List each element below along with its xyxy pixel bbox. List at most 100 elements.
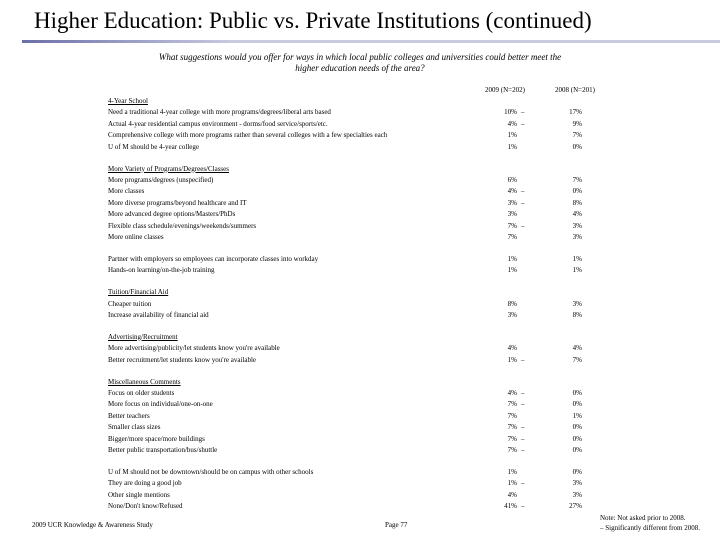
sig-marker: – bbox=[521, 434, 525, 443]
value-2008: 0% bbox=[572, 187, 582, 196]
value-2009: 7% bbox=[507, 221, 517, 230]
value-2009: 10% bbox=[504, 108, 517, 117]
value-2009: 4% bbox=[507, 119, 517, 128]
value-2008: 4% bbox=[572, 210, 582, 219]
row-label: More classes bbox=[108, 187, 145, 196]
value-2008: 27% bbox=[569, 502, 582, 510]
value-2009: 1% bbox=[507, 355, 517, 364]
value-2008: 9% bbox=[572, 119, 582, 128]
row-label: Better teachers bbox=[108, 411, 150, 420]
row-label: Flexible class schedule/evenings/weekend… bbox=[108, 221, 257, 230]
value-2009: 7% bbox=[507, 232, 517, 241]
value-2009: 7% bbox=[507, 423, 517, 432]
question: What suggestions would you offer for way… bbox=[158, 52, 562, 73]
sig-marker: – bbox=[521, 445, 525, 454]
value-2008: 3% bbox=[572, 479, 582, 488]
value-2008: 8% bbox=[572, 198, 582, 207]
value-2008: 0% bbox=[572, 388, 582, 397]
row-label: More programs/degrees (unspecified) bbox=[108, 175, 214, 184]
value-2009: 7% bbox=[507, 434, 517, 443]
row-label: Better recruitment/let students know you… bbox=[108, 355, 257, 364]
value-2009: 1% bbox=[507, 479, 517, 488]
value-2009: 3% bbox=[507, 210, 517, 219]
value-2009: 4% bbox=[507, 388, 517, 397]
row-label: More online classes bbox=[108, 232, 164, 241]
value-2008: 0% bbox=[572, 467, 582, 476]
row-label: More advanced degree options/Masters/PhD… bbox=[108, 210, 236, 219]
value-2008: 7% bbox=[572, 131, 582, 140]
sig-marker: – bbox=[521, 479, 525, 488]
sig-legend: – Significantly different from 2008. bbox=[600, 524, 700, 532]
row-label: More advertising/publicity/let students … bbox=[108, 344, 280, 353]
value-2008: 7% bbox=[572, 355, 582, 364]
title-rule bbox=[22, 40, 720, 43]
sig-marker: – bbox=[521, 388, 525, 397]
sig-marker: – bbox=[521, 423, 525, 432]
note: Note: Not asked prior to 2008. bbox=[600, 514, 686, 522]
value-2009: 4% bbox=[507, 344, 517, 353]
row-label: U of M should not be downtown/should be … bbox=[108, 467, 314, 476]
value-2008: 8% bbox=[572, 310, 582, 319]
value-2008: 4% bbox=[572, 344, 582, 353]
value-2009: 4% bbox=[507, 187, 517, 196]
value-2009: 3% bbox=[507, 198, 517, 207]
column-header: 2009 (N=202) bbox=[485, 86, 525, 94]
value-2008: 0% bbox=[572, 445, 582, 454]
row-label: Need a traditional 4-year college with m… bbox=[108, 108, 331, 117]
row-label: Focus on older students bbox=[108, 388, 175, 397]
page-number: Page 77 bbox=[385, 521, 408, 529]
sig-marker: – bbox=[521, 400, 525, 409]
sig-marker: – bbox=[521, 355, 525, 364]
value-2009: 41% bbox=[504, 502, 517, 510]
value-2009: 7% bbox=[507, 411, 517, 420]
value-2008: 3% bbox=[572, 299, 582, 308]
section-heading: Miscellaneous Comments bbox=[108, 377, 181, 386]
value-2008: 3% bbox=[572, 232, 582, 241]
row-label: Better public transportation/bus/shuttle bbox=[108, 445, 218, 454]
value-2009: 7% bbox=[507, 445, 517, 454]
row-label: They are doing a good job bbox=[108, 479, 182, 488]
value-2008: 1% bbox=[572, 254, 582, 263]
value-2008: 0% bbox=[572, 142, 582, 151]
sig-marker: – bbox=[521, 187, 525, 196]
value-2009: 8% bbox=[507, 299, 517, 308]
value-2008: 7% bbox=[572, 175, 582, 184]
row-label: Smaller class sizes bbox=[108, 423, 161, 432]
row-label: Hands-on learning/on-the-job training bbox=[108, 266, 215, 275]
section-heading: Advertising/Recruitment bbox=[108, 332, 178, 341]
value-2009: 6% bbox=[507, 175, 517, 184]
value-2008: 3% bbox=[572, 221, 582, 230]
title: Higher Education: Public vs. Private Ins… bbox=[34, 8, 592, 33]
study-name: 2009 UCR Knowledge & Awareness Study bbox=[32, 521, 153, 529]
sig-marker: – bbox=[521, 108, 525, 117]
row-label: Partner with employers so employees can … bbox=[108, 254, 319, 263]
sig-marker: – bbox=[521, 198, 525, 207]
sig-marker: – bbox=[521, 502, 525, 510]
value-2009: 1% bbox=[507, 467, 517, 476]
value-2008: 1% bbox=[572, 411, 582, 420]
value-2009: 1% bbox=[507, 254, 517, 263]
sig-marker: – bbox=[521, 119, 525, 128]
row-label: Cheaper tuition bbox=[108, 299, 152, 308]
row-label: Bigger/more space/more buildings bbox=[108, 434, 205, 443]
value-2009: 7% bbox=[507, 400, 517, 409]
row-label: More diverse programs/beyond healthcare … bbox=[108, 198, 247, 207]
row-label: None/Don't know/Refused bbox=[108, 502, 183, 510]
value-2008: 17% bbox=[569, 108, 582, 117]
row-label: Increase availability of financial aid bbox=[108, 310, 209, 319]
section-heading: More Variety of Programs/Degrees/Classes bbox=[108, 164, 229, 173]
value-2008: 0% bbox=[572, 400, 582, 409]
value-2009: 1% bbox=[507, 131, 517, 140]
row-label: More focus on individual/one-on-one bbox=[108, 400, 213, 409]
value-2008: 3% bbox=[572, 490, 582, 499]
value-2008: 0% bbox=[572, 434, 582, 443]
row-label: Comprehensive college with more programs… bbox=[108, 131, 388, 140]
value-2009: 1% bbox=[507, 142, 517, 151]
value-2008: 1% bbox=[572, 266, 582, 275]
value-2008: 0% bbox=[572, 423, 582, 432]
value-2009: 1% bbox=[507, 266, 517, 275]
sig-marker: – bbox=[521, 221, 525, 230]
section-heading: 4-Year School bbox=[108, 97, 148, 105]
column-header: 2008 (N=201) bbox=[555, 86, 595, 94]
